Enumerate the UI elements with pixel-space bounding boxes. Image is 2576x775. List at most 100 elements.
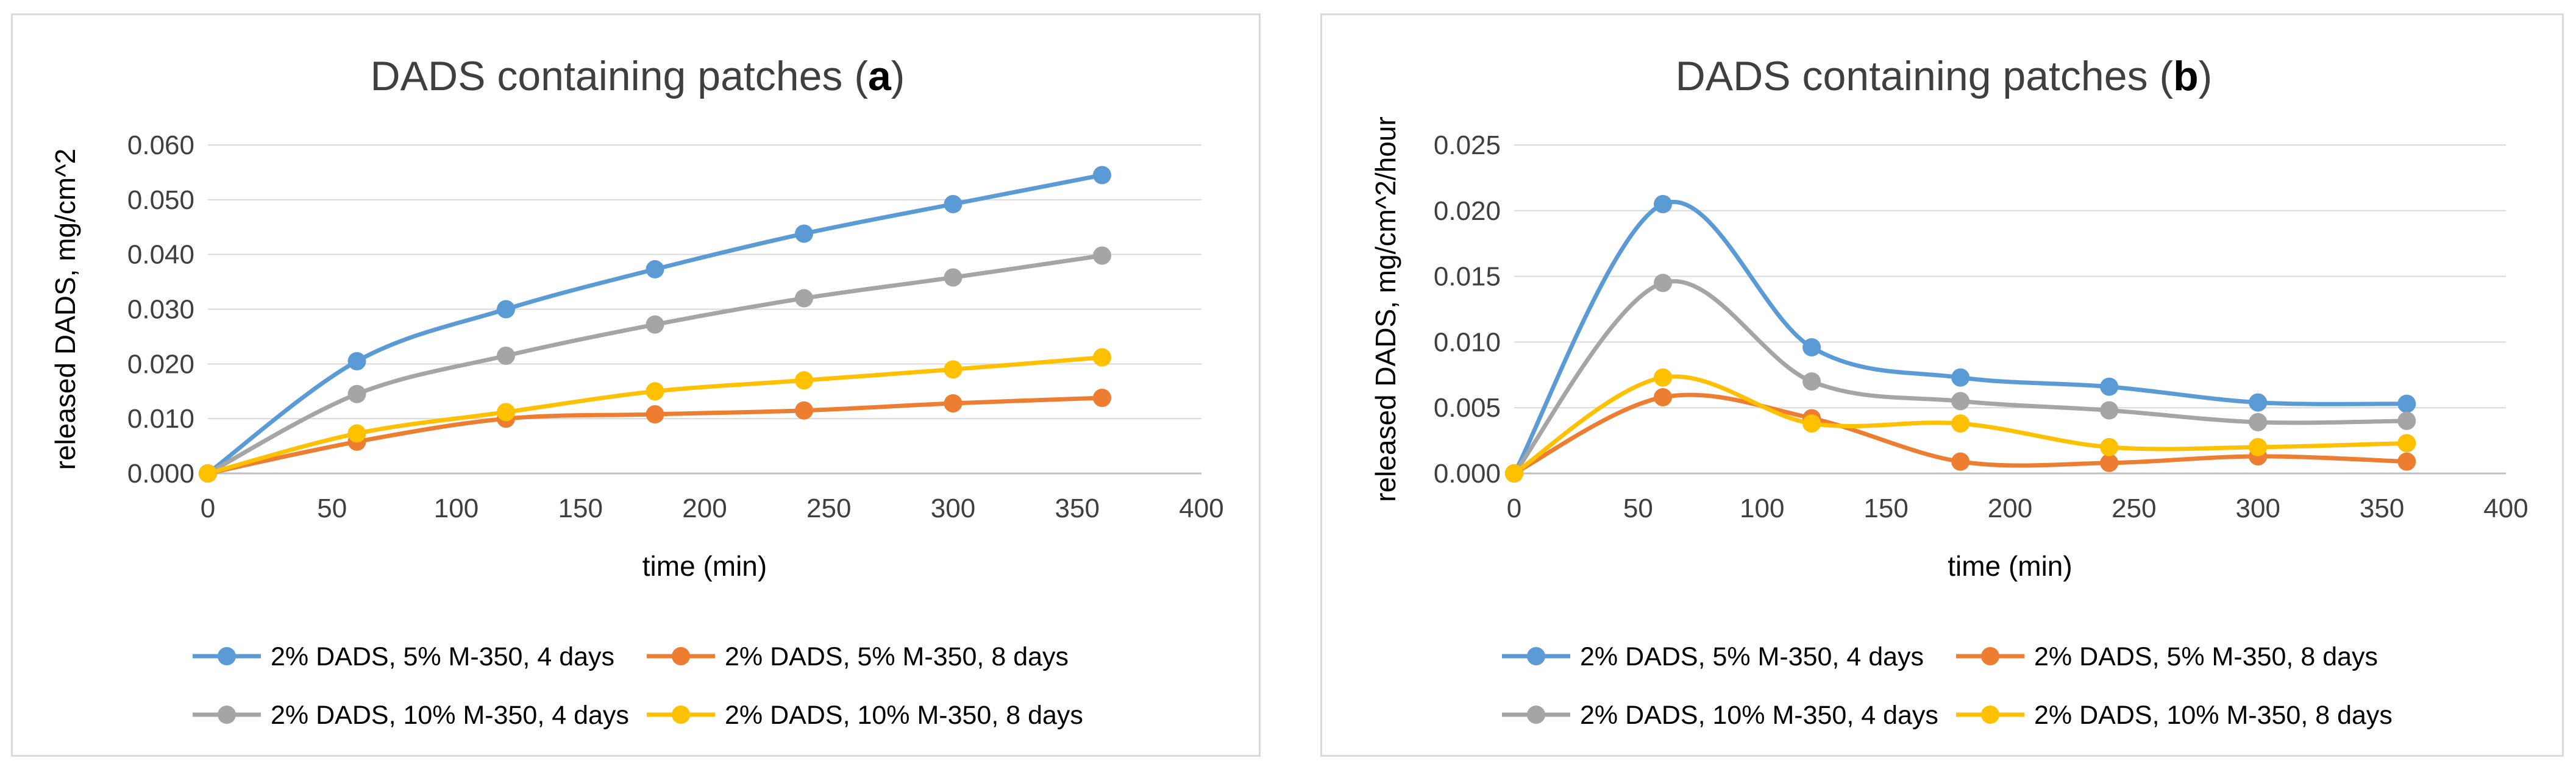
y-tick-label: 0.000 bbox=[127, 459, 194, 489]
legend-label: 2% DADS, 5% M-350, 4 days bbox=[1580, 642, 1924, 671]
data-point-series-1 bbox=[646, 405, 664, 423]
y-tick-label: 0.050 bbox=[127, 185, 194, 215]
y-tick-label: 0.040 bbox=[127, 240, 194, 270]
chart-title-text: DADS containing patches ( bbox=[1676, 53, 2174, 99]
legend-swatch-marker bbox=[1527, 647, 1545, 665]
data-point-series-0 bbox=[1802, 338, 1821, 357]
y-tick-label: 0.005 bbox=[1434, 393, 1501, 423]
x-tick-label: 350 bbox=[2360, 494, 2404, 523]
y-tick-label: 0.000 bbox=[1434, 459, 1501, 489]
x-tick-label: 100 bbox=[1740, 494, 1784, 523]
legend-label: 2% DADS, 10% M-350, 4 days bbox=[1580, 701, 1938, 730]
x-tick-label: 200 bbox=[682, 494, 727, 523]
data-point-series-2 bbox=[497, 346, 515, 365]
x-tick-label: 400 bbox=[1179, 494, 1223, 523]
y-tick-label: 0.060 bbox=[127, 130, 194, 160]
legend-swatch-marker bbox=[218, 706, 236, 724]
legend-label: 2% DADS, 5% M-350, 4 days bbox=[271, 642, 614, 671]
data-point-series-3 bbox=[944, 360, 962, 379]
y-tick-label: 0.025 bbox=[1434, 130, 1501, 160]
data-point-series-2 bbox=[2100, 401, 2119, 420]
chart-title-letter: b bbox=[2173, 53, 2199, 99]
chart-title-text: DADS containing patches ( bbox=[371, 53, 869, 99]
data-point-series-3 bbox=[1654, 368, 1673, 387]
x-tick-label: 300 bbox=[2236, 494, 2280, 523]
data-point-series-1 bbox=[1093, 389, 1111, 408]
legend-swatch-marker bbox=[218, 647, 236, 665]
data-point-series-0 bbox=[2249, 393, 2268, 412]
data-point-series-0 bbox=[944, 195, 962, 214]
legend-swatch-marker bbox=[1527, 706, 1545, 724]
y-axis-label: released DADS, mg/cm^2 bbox=[49, 149, 81, 470]
legend-swatch-marker bbox=[672, 647, 690, 665]
data-point-series-2 bbox=[795, 289, 813, 308]
data-point-series-2 bbox=[1802, 372, 1821, 391]
x-tick-label: 250 bbox=[806, 494, 851, 523]
data-point-series-3 bbox=[1093, 348, 1111, 367]
x-tick-label: 50 bbox=[1623, 494, 1653, 523]
data-point-series-3 bbox=[1951, 414, 1970, 433]
chart-title: DADS containing patches (a) bbox=[371, 53, 905, 99]
data-point-series-2 bbox=[1951, 392, 1970, 411]
data-point-series-0 bbox=[795, 224, 813, 243]
legend-swatch-marker bbox=[1981, 647, 1999, 665]
chart-panel-a: DADS containing patches (a) 0.000 0.010 0.0… bbox=[11, 13, 1261, 757]
data-point-series-2 bbox=[646, 315, 664, 334]
chart-title-close: ) bbox=[891, 53, 905, 99]
series-line-0 bbox=[1512, 200, 2409, 476]
x-tick-label: 200 bbox=[1988, 494, 2032, 523]
data-point-series-1 bbox=[795, 401, 813, 420]
legend-swatch-marker bbox=[1981, 706, 1999, 724]
x-tick-label: 250 bbox=[2112, 494, 2156, 523]
x-tick-label: 0 bbox=[201, 494, 215, 523]
y-tick-label: 0.010 bbox=[1434, 327, 1501, 357]
data-point-series-1 bbox=[2100, 453, 2119, 472]
data-point-series-1 bbox=[1654, 388, 1673, 406]
legend-label: 2% DADS, 5% M-350, 8 days bbox=[2034, 642, 2378, 671]
chart-title-letter: a bbox=[868, 53, 892, 99]
data-point-series-1 bbox=[944, 394, 962, 413]
data-point-series-0 bbox=[347, 352, 366, 370]
y-tick-label: 0.020 bbox=[127, 349, 194, 379]
x-tick-label: 150 bbox=[1863, 494, 1908, 523]
data-point-series-0 bbox=[1951, 368, 1970, 387]
data-point-series-2 bbox=[944, 268, 962, 287]
y-axis-label: released DADS, mg/cm^2/hour bbox=[1370, 116, 1401, 502]
data-point-series-3 bbox=[347, 424, 366, 443]
legend-label: 2% DADS, 5% M-350, 8 days bbox=[725, 642, 1069, 671]
data-point-series-3 bbox=[2100, 437, 2119, 456]
chart-panel-b: DADS containing patches (b) 0.000 0.005 0.0… bbox=[1320, 13, 2564, 757]
data-point-series-3 bbox=[646, 382, 664, 401]
chart-title: DADS containing patches (b) bbox=[1676, 53, 2213, 99]
data-point-series-3 bbox=[199, 464, 217, 483]
x-axis-label: time (min) bbox=[1948, 550, 2072, 582]
data-point-series-0 bbox=[1654, 195, 1673, 214]
data-point-series-2 bbox=[1093, 246, 1111, 265]
chart-title-close: ) bbox=[2199, 53, 2213, 99]
x-tick-label: 350 bbox=[1055, 494, 1100, 523]
data-point-series-3 bbox=[1802, 414, 1821, 433]
data-point-series-3 bbox=[497, 403, 515, 422]
data-point-series-2 bbox=[2397, 411, 2416, 430]
y-tick-label: 0.015 bbox=[1434, 262, 1501, 292]
x-tick-label: 50 bbox=[317, 494, 347, 523]
data-point-series-1 bbox=[2397, 452, 2416, 471]
data-point-series-2 bbox=[347, 384, 366, 403]
legend-swatch-marker bbox=[672, 706, 690, 724]
chart-b-svg: DADS containing patches (b) 0.000 0.005 0.0… bbox=[1370, 53, 2528, 730]
data-point-series-2 bbox=[2249, 412, 2268, 431]
data-point-series-3 bbox=[2249, 437, 2268, 456]
legend-label: 2% DADS, 10% M-350, 4 days bbox=[271, 701, 629, 730]
data-point-series-0 bbox=[646, 260, 664, 278]
data-point-series-0 bbox=[2397, 394, 2416, 413]
data-point-series-3 bbox=[1505, 464, 1523, 483]
data-point-series-3 bbox=[795, 371, 813, 390]
legend-label: 2% DADS, 10% M-350, 8 days bbox=[2034, 701, 2393, 730]
data-point-series-0 bbox=[2100, 377, 2119, 396]
y-tick-label: 0.020 bbox=[1434, 196, 1501, 226]
data-point-series-1 bbox=[1951, 452, 1970, 471]
data-point-series-2 bbox=[1654, 274, 1673, 292]
data-point-series-0 bbox=[497, 300, 515, 319]
y-tick-label: 0.010 bbox=[127, 404, 194, 434]
data-point-series-0 bbox=[1093, 166, 1111, 185]
